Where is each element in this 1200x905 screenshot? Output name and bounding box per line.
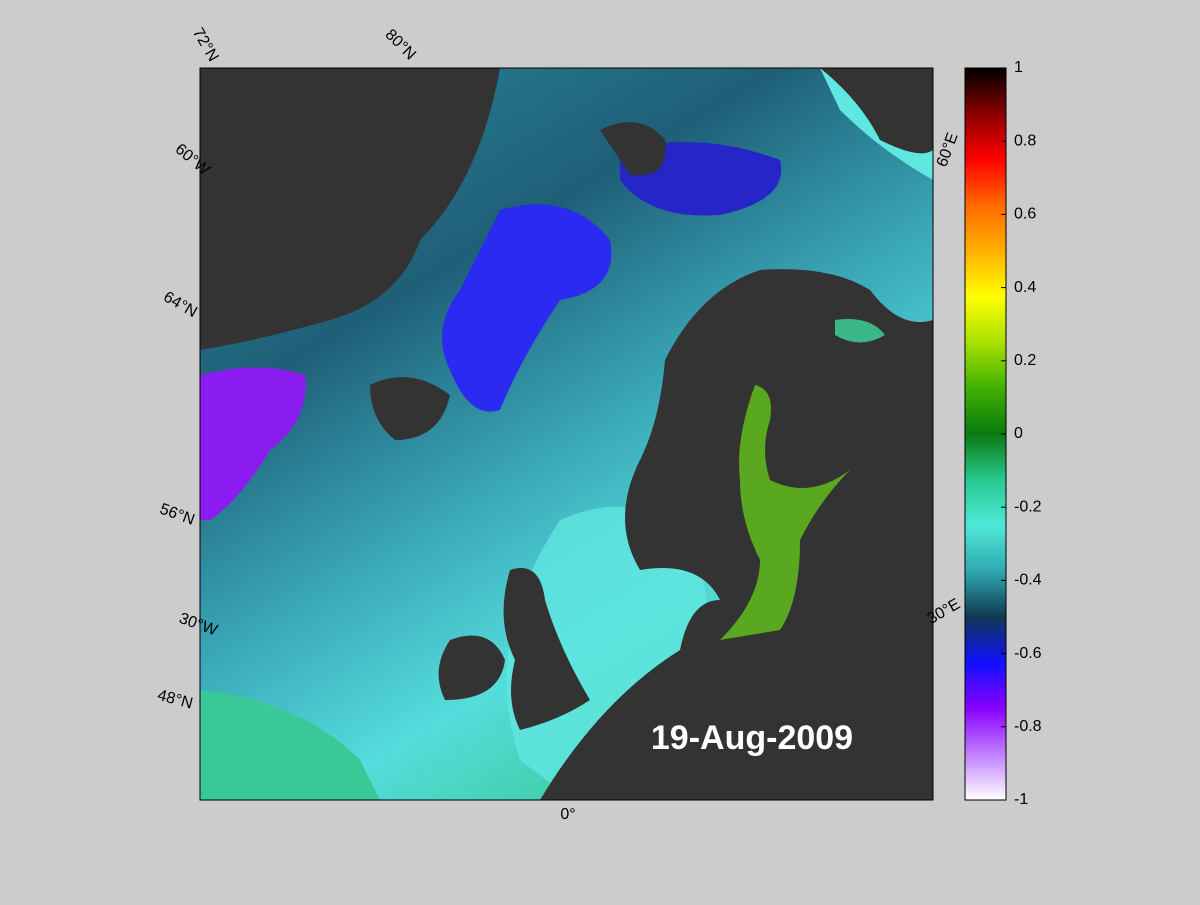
colorbar-tick-label: -0.4 (1014, 572, 1042, 589)
colorbar-tick-label: 1 (1014, 59, 1023, 76)
land-greenland (200, 68, 500, 350)
land-britain (503, 568, 590, 730)
colorbar: 1 0.8 0.6 0.4 0.2 0 -0.2 -0.4 -0.6 -0.8 -1 (964, 59, 1042, 808)
colorbar-tick-label: 0.2 (1014, 352, 1036, 369)
land-svalbard (600, 122, 666, 176)
cold-anomaly (200, 367, 306, 520)
colorbar-tick-label: -0.8 (1014, 718, 1042, 735)
land-ireland (438, 635, 505, 700)
colorbar-tick-label: 0.4 (1014, 279, 1036, 296)
grid-label: 80°N (382, 26, 419, 63)
sea-south (200, 690, 380, 800)
colorbar-tick-label: -1 (1014, 791, 1028, 808)
colorbar-scale (964, 67, 1007, 801)
baltic-sea (720, 385, 850, 640)
map-frame (199, 67, 934, 801)
colorbar-tick-label: -0.6 (1014, 645, 1042, 662)
grid-label: 0° (560, 806, 575, 823)
grid-label: 56°N (157, 501, 196, 529)
grid-label: 48°N (156, 687, 195, 713)
colorbar-tick-label: -0.2 (1014, 498, 1042, 515)
cold-anomaly (442, 204, 612, 412)
map-area (200, 68, 933, 800)
colorbar-tick-label: 0 (1014, 425, 1023, 442)
land-novaya-zemlya (820, 68, 933, 154)
grid-label: 64°N (160, 288, 199, 321)
white-sea (835, 319, 885, 343)
land-iceland (370, 377, 450, 440)
date-label: 19-Aug-2009 (651, 719, 853, 757)
grid-label: 72°N (189, 25, 222, 64)
colorbar-tick-label: 0.6 (1014, 206, 1036, 223)
land-europe (540, 269, 933, 800)
grid-label: 60°E (934, 131, 962, 170)
colorbar-tick-label: 0.8 (1014, 132, 1036, 149)
